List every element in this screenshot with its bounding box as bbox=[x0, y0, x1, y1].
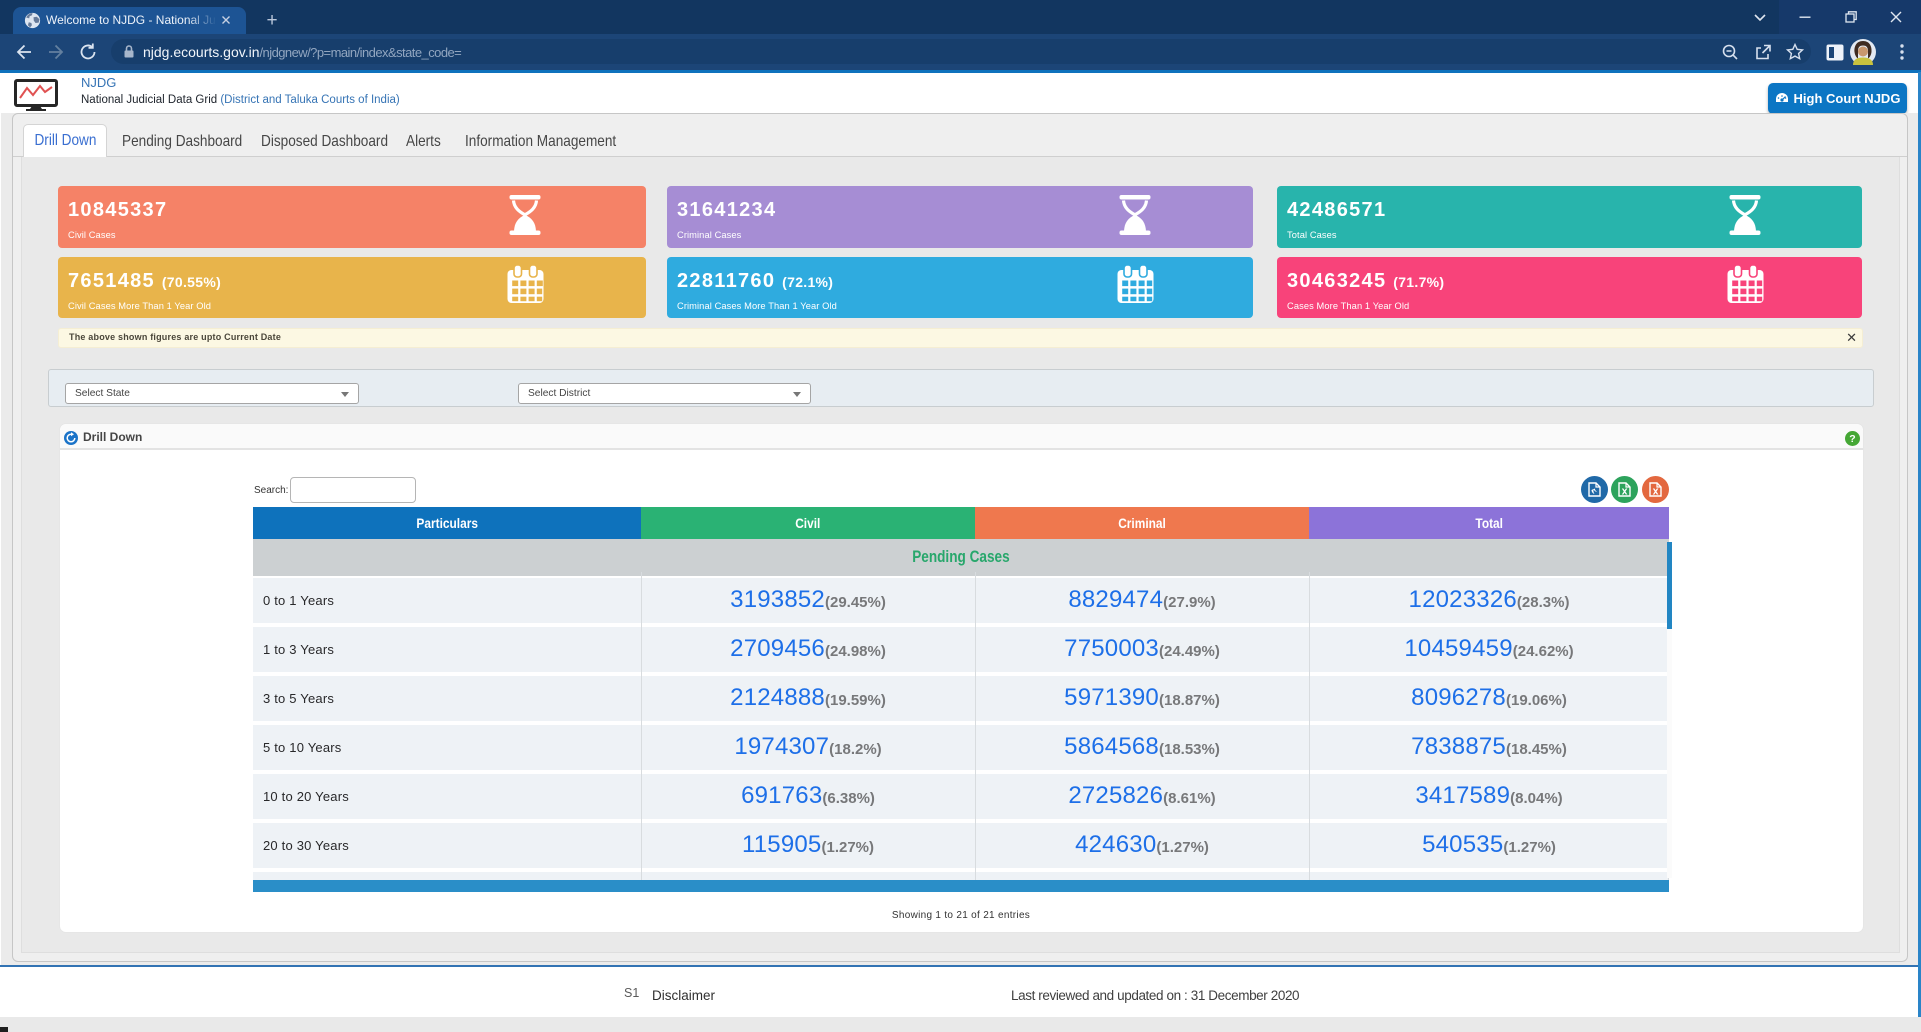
svg-text:?: ? bbox=[1849, 433, 1855, 445]
